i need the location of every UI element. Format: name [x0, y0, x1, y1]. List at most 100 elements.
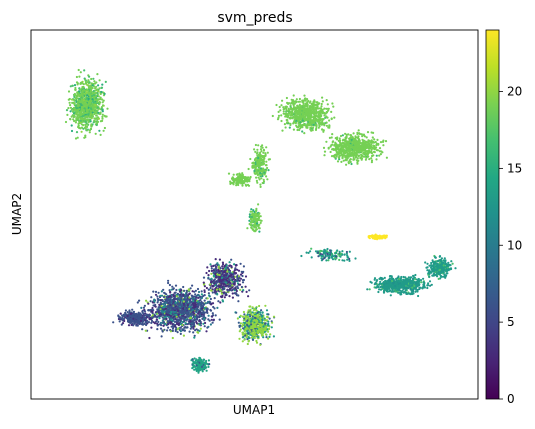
- scatter-point: [263, 156, 266, 159]
- scatter-point: [101, 98, 104, 101]
- scatter-point: [79, 117, 83, 120]
- scatter-point: [338, 141, 342, 144]
- scatter-point: [345, 159, 348, 162]
- scatter-point: [263, 171, 266, 174]
- scatter-point: [102, 99, 105, 102]
- scatter-point: [291, 102, 295, 105]
- scatter-point: [197, 294, 200, 297]
- scatter-point: [301, 124, 305, 127]
- scatter-point: [295, 119, 298, 122]
- scatter-point: [229, 182, 232, 185]
- scatter-point: [86, 129, 89, 132]
- scatter-point: [322, 146, 326, 149]
- scatter-point: [296, 128, 299, 132]
- scatter-point: [197, 312, 200, 315]
- scatter-point: [217, 284, 220, 287]
- scatter-point: [87, 91, 90, 94]
- scatter-point: [249, 210, 252, 213]
- scatter-point: [178, 293, 182, 296]
- scatter-point: [73, 111, 76, 114]
- scatter-point: [283, 107, 286, 110]
- scatter-point: [254, 226, 257, 229]
- scatter-point: [267, 169, 270, 172]
- scatter-point: [78, 116, 81, 119]
- scatter-point: [259, 215, 262, 218]
- scatter-point: [259, 183, 262, 186]
- scatter-point: [182, 320, 185, 323]
- scatter-point: [210, 303, 213, 306]
- scatter-point: [64, 120, 68, 124]
- scatter-point: [86, 118, 89, 121]
- scatter-point: [101, 101, 104, 104]
- scatter-point: [241, 281, 245, 284]
- scatter-point: [246, 227, 249, 230]
- scatter-point: [253, 169, 256, 173]
- scatter-point: [265, 175, 268, 178]
- scatter-point: [157, 291, 160, 294]
- scatter-point: [234, 287, 237, 290]
- scatter-point: [258, 158, 261, 161]
- scatter-point: [91, 98, 94, 101]
- scatter-point: [93, 112, 96, 116]
- scatter-point: [209, 323, 212, 326]
- scatter-point: [365, 140, 368, 143]
- scatter-point: [254, 214, 257, 217]
- scatter-point: [211, 321, 214, 324]
- scatter-point: [207, 288, 210, 291]
- scatter-point: [247, 167, 250, 171]
- scatter-point: [92, 77, 95, 80]
- scatter-point: [203, 311, 206, 314]
- scatter-point: [335, 137, 338, 140]
- scatter-point: [185, 315, 188, 318]
- scatter-point: [257, 214, 260, 218]
- scatter-point: [255, 219, 258, 222]
- scatter-point: [196, 287, 200, 291]
- scatter-point: [210, 277, 213, 280]
- scatter-point: [101, 117, 104, 120]
- scatter-point: [99, 133, 102, 136]
- scatter-point: [372, 144, 375, 147]
- scatter-point: [252, 225, 255, 228]
- scatter-point: [163, 310, 166, 313]
- scatter-point: [364, 149, 367, 152]
- scatter-point: [199, 299, 202, 302]
- scatter-point: [259, 343, 262, 346]
- scatter-point: [185, 289, 188, 292]
- scatter-point: [89, 118, 92, 122]
- scatter-point: [289, 114, 292, 117]
- scatter-point: [140, 306, 143, 309]
- scatter-point: [185, 298, 188, 301]
- scatter-point: [325, 140, 328, 143]
- scatter-point: [314, 106, 317, 109]
- scatter-point: [167, 326, 170, 329]
- scatter-point: [233, 283, 236, 286]
- scatter-point: [362, 152, 365, 155]
- scatter-point: [376, 138, 379, 141]
- scatter-point: [309, 106, 312, 109]
- scatter-point: [335, 149, 338, 152]
- scatter-point: [219, 289, 222, 292]
- scatter-point: [152, 290, 155, 293]
- scatter-point: [100, 86, 103, 89]
- scatter-point: [266, 151, 269, 154]
- scatter-point: [208, 319, 211, 322]
- scatter-point: [315, 125, 318, 128]
- scatter-point: [173, 307, 176, 310]
- scatter-point: [251, 213, 254, 216]
- scatter-point: [83, 126, 87, 129]
- scatter-point: [82, 83, 85, 86]
- scatter-point: [359, 156, 362, 160]
- scatter-point: [150, 326, 153, 329]
- scatter-point: [238, 177, 241, 180]
- scatter-point: [212, 264, 215, 267]
- scatter-point: [213, 278, 216, 281]
- scatter-point: [246, 334, 249, 337]
- scatter-point: [251, 210, 254, 213]
- scatter-point: [254, 224, 257, 227]
- scatter-point: [211, 315, 214, 318]
- scatter-point: [231, 181, 234, 185]
- scatter-point: [95, 123, 98, 127]
- scatter-point: [349, 158, 352, 161]
- scatter-point: [194, 293, 197, 296]
- scatter-point: [334, 141, 337, 144]
